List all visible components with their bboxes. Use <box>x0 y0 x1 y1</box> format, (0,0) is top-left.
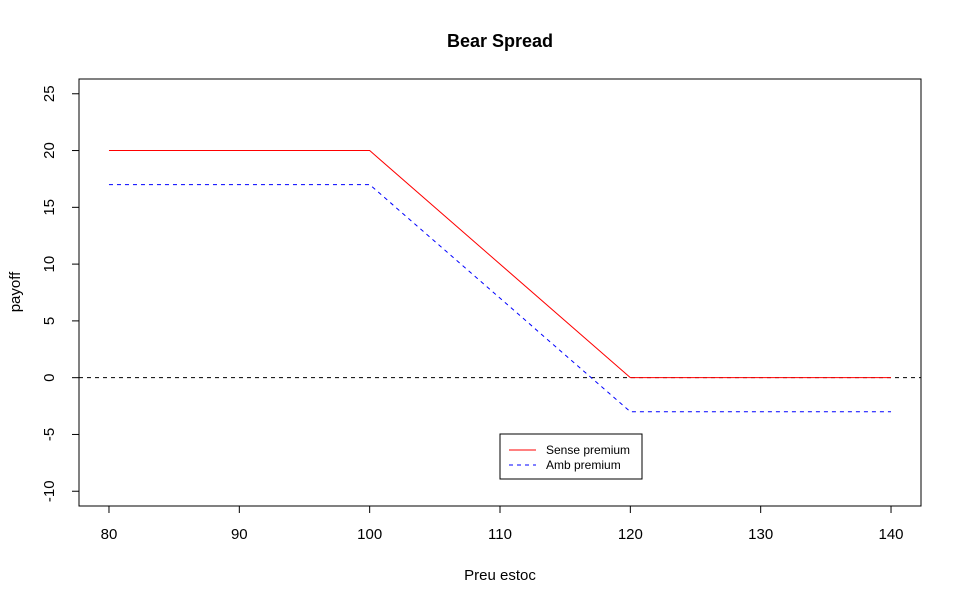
y-tick-label: 0 <box>41 374 58 382</box>
y-axis-label: payoff <box>7 271 24 312</box>
y-tick-label: 15 <box>41 199 58 216</box>
y-tick-label: 5 <box>41 317 58 325</box>
series-layer <box>108 150 892 413</box>
legend-box <box>499 433 643 480</box>
x-axis-label: Preu estoc <box>464 567 536 584</box>
y-tick-label: 10 <box>41 256 58 273</box>
legend-label: Sense premium <box>546 443 630 457</box>
x-tick-label: 130 <box>748 526 773 543</box>
series-line-2 <box>108 184 892 413</box>
chart-title: Bear Spread <box>447 31 553 51</box>
x-tick-label: 80 <box>101 526 118 543</box>
y-axis: -10 -5 0 5 10 15 20 25 <box>41 85 80 502</box>
x-axis: 80 90 100 110 120 130 140 <box>101 505 904 543</box>
x-tick-label: 110 <box>488 526 512 543</box>
y-tick-label: -10 <box>41 480 58 502</box>
x-tick-label: 100 <box>357 526 382 543</box>
series-line-1 <box>108 150 892 379</box>
x-tick-label: 90 <box>231 526 248 543</box>
y-tick-label: 25 <box>41 85 58 102</box>
y-tick-label: -5 <box>41 428 58 441</box>
legend-label: Amb premium <box>546 458 621 472</box>
x-tick-label: 140 <box>879 526 904 543</box>
x-tick-label: 120 <box>618 526 643 543</box>
y-tick-label: 20 <box>41 142 58 159</box>
